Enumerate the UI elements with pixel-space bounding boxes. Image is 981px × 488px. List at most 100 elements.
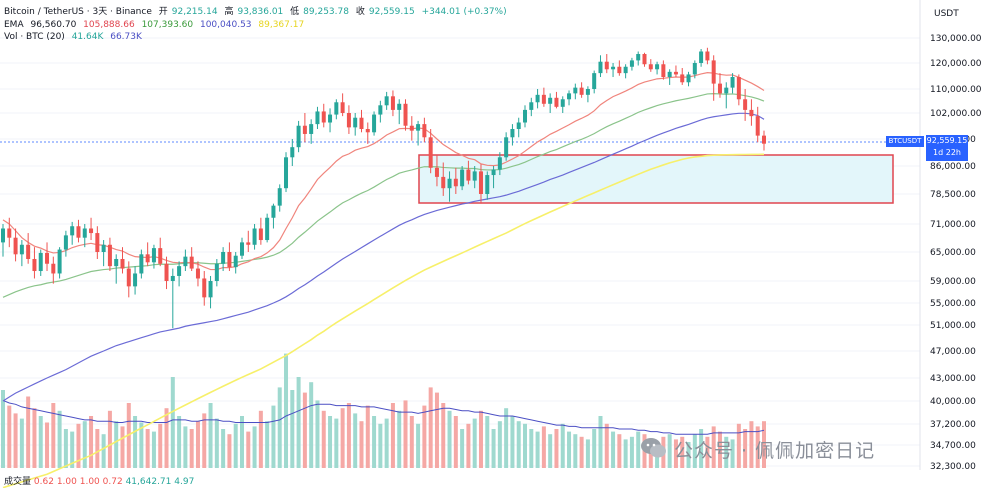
volume-bar xyxy=(730,439,735,468)
candle-body xyxy=(277,188,282,206)
candle xyxy=(730,73,735,94)
candle xyxy=(510,124,515,146)
candle xyxy=(13,228,18,262)
candle-body xyxy=(403,103,408,126)
candle xyxy=(699,49,704,67)
candle xyxy=(478,164,483,204)
y-tick-label: 130,000.00 xyxy=(930,34,981,44)
price-tag-symbol: BTCUSDT xyxy=(886,136,924,147)
candle xyxy=(611,63,616,78)
volume-bar xyxy=(309,382,314,468)
volume-bar xyxy=(497,421,502,468)
volume-bar xyxy=(636,431,641,468)
volume-bar xyxy=(145,429,150,468)
candles xyxy=(1,47,766,329)
candle xyxy=(82,224,87,248)
volume-bar xyxy=(302,392,307,468)
volume-value-2: 66.73K xyxy=(110,32,142,42)
candle xyxy=(38,249,43,276)
candle xyxy=(453,167,458,194)
candle xyxy=(397,99,402,125)
volume-bar xyxy=(686,442,691,468)
candle-body xyxy=(177,266,182,276)
candle xyxy=(101,240,106,267)
open-value: 92,215.14 xyxy=(171,7,218,17)
candle-body xyxy=(541,94,546,104)
candle-body xyxy=(158,248,163,264)
y-tick-label: 120,000.00 xyxy=(930,59,981,69)
volume-bar xyxy=(151,431,156,468)
candle-body xyxy=(422,124,427,138)
volume-bar xyxy=(629,436,634,468)
candle xyxy=(416,120,421,146)
candle xyxy=(208,275,213,309)
candle xyxy=(321,103,326,128)
volume-bar xyxy=(19,418,24,468)
candle xyxy=(133,266,138,295)
candle-body xyxy=(749,109,754,117)
volume-bar xyxy=(133,416,138,468)
candle-body xyxy=(560,99,565,107)
volume-bar xyxy=(63,429,68,468)
candle xyxy=(705,47,710,65)
candle xyxy=(63,230,68,257)
candle-body xyxy=(233,255,238,268)
bottom-legend-v2: 1.00 xyxy=(56,477,77,487)
candle xyxy=(673,65,678,78)
volume-bar xyxy=(120,426,125,468)
volume-bar xyxy=(466,423,471,468)
volume-value-1: 41.64K xyxy=(71,32,104,42)
candle xyxy=(7,217,12,248)
candle xyxy=(258,217,263,245)
volume-bar xyxy=(221,429,226,468)
volume-bar xyxy=(692,434,697,468)
volume-bar xyxy=(523,423,528,468)
candle-body xyxy=(441,176,446,189)
volume-bar xyxy=(680,436,685,468)
candle xyxy=(359,109,364,133)
candle-body xyxy=(592,73,597,89)
ema-value-3: 107,393.60 xyxy=(141,20,194,30)
candle xyxy=(139,249,144,279)
candle xyxy=(315,106,320,129)
candle-body xyxy=(554,97,559,107)
candle-body xyxy=(711,60,716,84)
candle-body xyxy=(309,124,314,134)
volume-bar xyxy=(762,421,766,468)
volume-bar xyxy=(529,429,534,468)
candle-body xyxy=(246,242,251,245)
candle xyxy=(749,99,754,126)
candle xyxy=(309,119,314,144)
candle xyxy=(32,247,37,279)
candle-body xyxy=(51,263,56,274)
grid-lines xyxy=(0,37,920,467)
candle-body xyxy=(126,268,131,287)
currency-label[interactable]: USDT xyxy=(934,9,959,19)
candle xyxy=(221,247,226,272)
volume-bar xyxy=(535,431,540,468)
candle xyxy=(434,155,439,187)
candle-body xyxy=(202,278,207,298)
volume-bar xyxy=(114,421,119,468)
candle xyxy=(158,237,163,267)
y-tick-label: 65,000.00 xyxy=(930,248,976,258)
volume-bar xyxy=(560,423,565,468)
high-label: 高 xyxy=(224,7,234,17)
volume-bar xyxy=(598,416,603,468)
volume-bar xyxy=(340,408,345,468)
y-tick-label: 51,000.00 xyxy=(930,321,976,331)
volume-bar xyxy=(567,431,572,468)
y-tick-label: 32,300.00 xyxy=(930,462,976,472)
candle-body xyxy=(57,249,62,274)
candle xyxy=(623,64,628,79)
y-tick-label: 43,000.00 xyxy=(930,374,976,384)
candle xyxy=(340,93,345,117)
candle-body xyxy=(648,64,653,70)
candle-body xyxy=(239,242,244,256)
candle-body xyxy=(89,228,94,234)
ema-legend: EMA 96,560.70 105,888.66 107,393.60 100,… xyxy=(4,19,308,31)
candle-body xyxy=(353,117,358,128)
volume-bar xyxy=(541,426,546,468)
